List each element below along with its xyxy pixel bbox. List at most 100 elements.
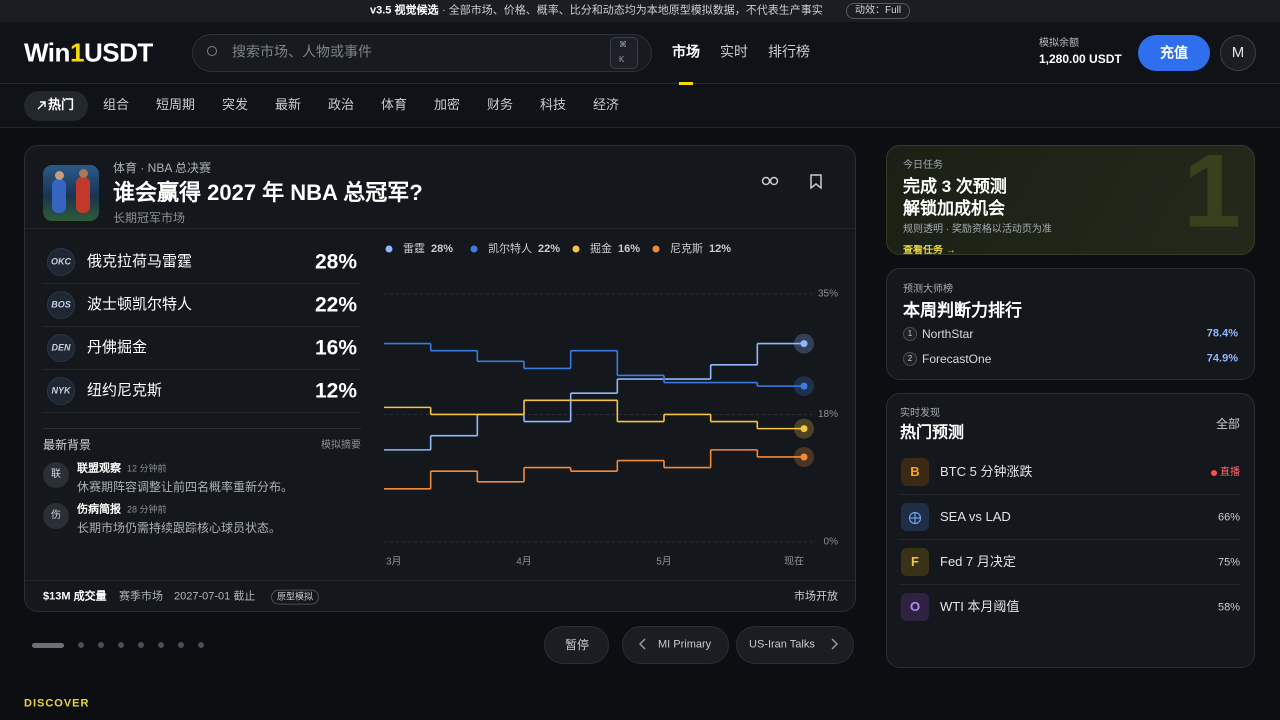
trending-all[interactable]: 全部 [1215,416,1240,431]
divider [900,494,1241,495]
banner-text: · 全部市场、价格、概率、比分和动态均为本地原型模拟数据，不代表生产事实 [442,4,823,17]
divider [43,326,361,327]
team-badge [47,248,75,276]
logo: USDT [84,37,153,68]
team-abbr: NYK [51,385,71,396]
nav-item[interactable]: 实时 [720,43,748,60]
category[interactable]: 短周期 [156,97,196,113]
carousel-dot[interactable] [98,642,104,648]
category-pill[interactable] [24,91,88,121]
search-placeholder[interactable]: 搜索市场、人物或事件 [232,43,372,60]
pause-label[interactable]: 暂停 [564,637,590,652]
trending-card[interactable] [886,393,1255,668]
category-bar [0,84,1280,128]
news-text: 休赛期阵容调整让前四名概率重新分布。 [77,479,294,494]
volume: $13M 成交量 [43,590,107,603]
news-time: 28 分钟前 [127,504,167,515]
balance: 1,280.00 USDT [1039,51,1122,66]
category[interactable]: 政治 [328,97,355,113]
category[interactable]: 加密 [434,97,461,113]
avatar[interactable] [1220,35,1256,71]
discover-label: DISCOVER [24,697,90,710]
task-title: 完成 3 次预测 [903,176,1007,196]
news-icon-label: 联 [51,469,61,480]
deposit-label[interactable]: 充值 [1160,44,1188,61]
item-icon-label: F [911,554,919,570]
item-name[interactable]: SEA vs LAD [940,509,1011,525]
prototype-badge: 原型模拟 [271,589,320,605]
team-pct: 12% [314,379,357,403]
carousel-dot[interactable] [158,642,164,648]
task-link[interactable]: 查看任务 → [903,245,956,256]
shortcut-key [610,37,638,69]
market-thumbnail [43,165,99,221]
divider [43,428,361,429]
item-stat: 直播 [1220,467,1240,478]
next-label[interactable]: US-Iran Talks [749,638,815,651]
leader-name[interactable]: NorthStar [922,326,974,341]
leaderboard-card[interactable] [886,268,1255,380]
carousel-dot[interactable] [198,642,204,648]
category[interactable]: 突发 [222,97,249,113]
carousel-dot[interactable] [78,642,84,648]
trending-title: 热门预测 [900,424,965,442]
leader-score: 74.9% [1206,352,1238,365]
category[interactable]: 最新 [275,97,302,113]
item-stat: 75% [1217,556,1240,569]
category[interactable]: 体育 [381,97,408,113]
category[interactable]: 经济 [593,97,620,113]
item-icon [901,593,929,621]
market-status: 市场开放 [794,590,838,603]
news-icon-label: 伤 [51,510,61,521]
nav-item[interactable]: 排行榜 [768,43,810,60]
team-name[interactable]: 波士顿凯尔特人 [87,296,193,313]
task-title: 解锁加成机会 [903,198,1005,218]
team-name[interactable]: 丹佛掘金 [87,339,148,356]
leader-score: 78.4% [1206,327,1238,340]
carousel-dot[interactable] [118,642,124,648]
divider [25,228,855,229]
leaderboard-eyebrow: 预测大师榜 [903,284,953,295]
category[interactable]: 科技 [540,97,567,113]
deposit-button[interactable] [1138,35,1210,71]
item-name[interactable]: BTC 5 分钟涨跌 [940,464,1033,480]
pause-button[interactable] [544,626,609,664]
leader-name[interactable]: ForecastOne [922,351,992,366]
avatar-label[interactable]: M [1231,44,1245,61]
live-dot [1211,470,1217,476]
carousel-dot[interactable] [178,642,184,648]
category[interactable]: 热门 [48,97,75,113]
carousel-dot[interactable] [138,642,144,648]
banner [0,0,1280,22]
item-name[interactable]: Fed 7 月决定 [940,554,1016,570]
task-eyebrow: 今日任务 [903,160,943,171]
task-card[interactable] [886,145,1255,255]
prev-label[interactable]: MI Primary [658,638,712,651]
market-eyebrow: 体育 · NBA 总决赛 [113,160,212,175]
team-name[interactable]: 俄克拉荷马雷霆 [87,253,193,270]
team-badge [47,377,75,405]
news-tag: 模拟摘要 [321,440,361,451]
carousel-dot[interactable] [32,643,64,648]
news-text: 长期市场仍需持续跟踪核心球员状态。 [77,520,282,535]
team-abbr: OKC [51,256,71,267]
shortcut: ⌘ [619,40,627,50]
item-name[interactable]: WTI 本月阈值 [940,599,1020,615]
market-title: 谁会赢得 2027 年 NBA 总冠军? [113,179,423,205]
news-time: 12 分钟前 [127,463,167,474]
news-title: 最新背景 [43,437,92,452]
category[interactable]: 组合 [103,97,130,113]
rank: 2 [907,354,913,364]
nav-underline [679,82,693,85]
item-icon [901,503,929,531]
search-box[interactable] [192,34,652,72]
category[interactable]: 财务 [487,97,514,113]
team-name[interactable]: 纽约尼克斯 [87,382,163,399]
close-date: 2027-07-01 截止 [174,590,256,603]
task-badge: 1 [1183,133,1241,250]
market-card[interactable] [24,145,856,612]
motion-toggle[interactable]: 动效：Full [846,3,911,19]
nav-item[interactable]: 市场 [672,43,700,60]
team-badge [47,291,75,319]
